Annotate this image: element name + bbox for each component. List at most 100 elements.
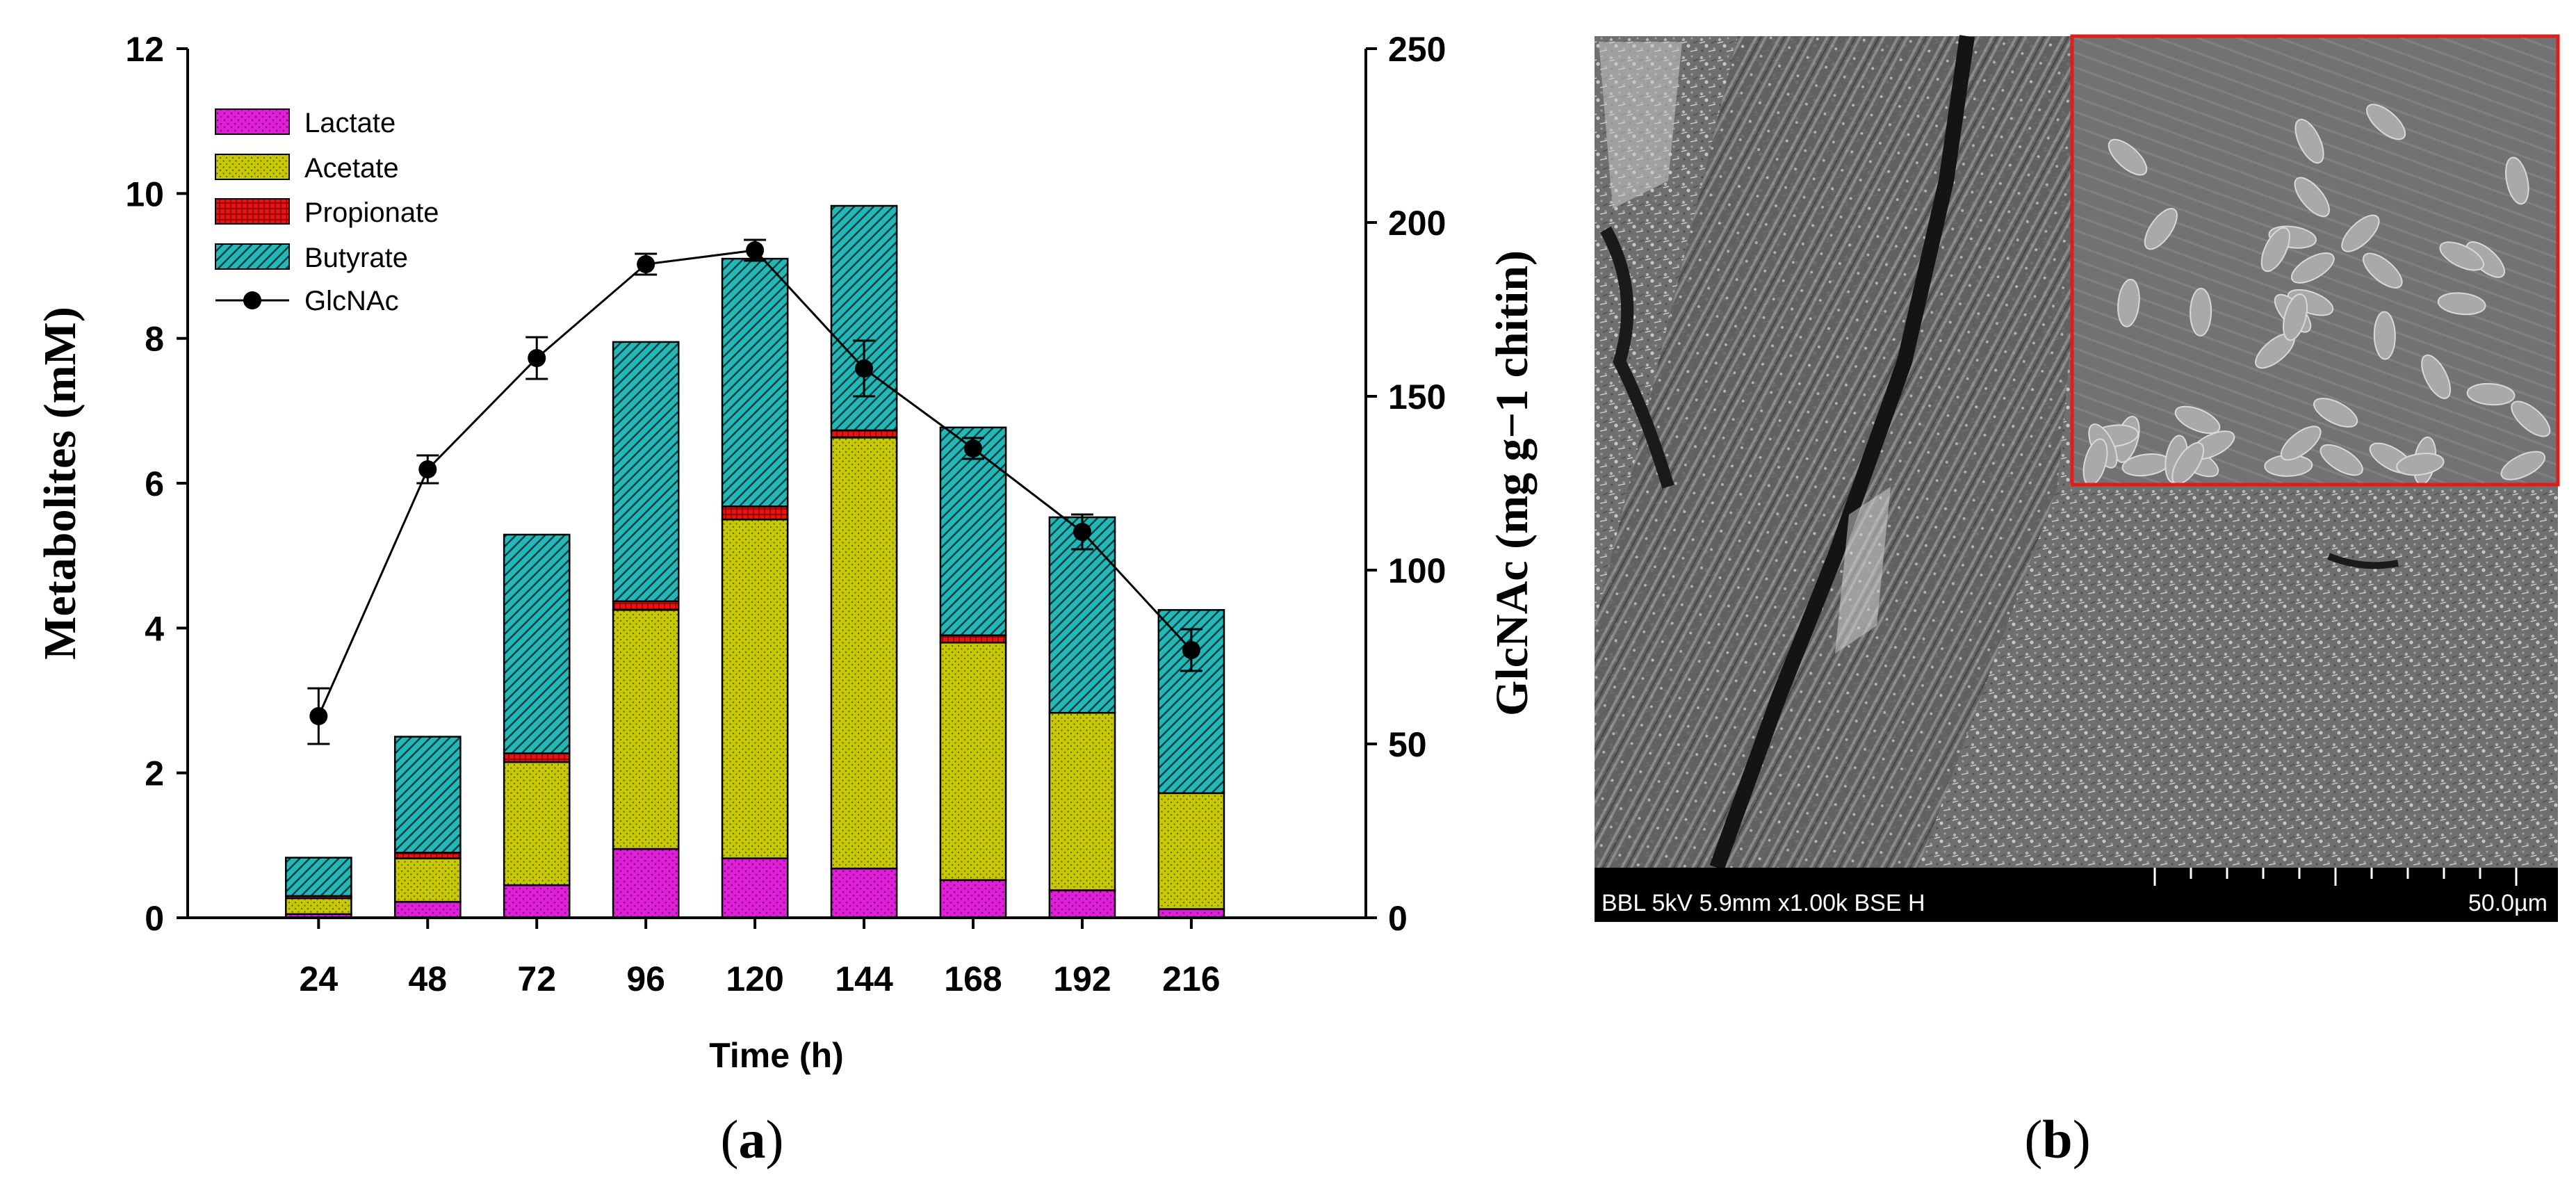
sem-bright-patch [1599,42,1682,209]
bacterium-cell [2421,354,2452,399]
glcnac-point [309,707,328,725]
legend-label-butyrate: Butyrate [304,243,408,273]
left-tick-label: 12 [125,30,164,69]
panel-a-open: ( [721,1109,739,1169]
bar-segment-acetate [612,609,680,850]
x-tick-label: 72 [517,959,556,998]
right-tick-label: 250 [1388,30,1446,69]
right-tick-label: 100 [1388,551,1446,590]
sem-fiber-region [1595,36,2099,868]
right-axis-ticks: 0 50 100 150 200 250 [1366,30,1446,938]
bar-segment-butyrate [1157,609,1225,795]
left-tick-label: 8 [145,320,164,359]
bar-segment-acetate [285,897,352,916]
bar-segment-propionate [721,505,789,521]
left-tick-label: 0 [145,899,164,938]
x-tick-label: 144 [835,959,893,998]
sem-scale-text: 50.0µm [2468,890,2548,916]
legend: Lactate Acetate Propionate Butyrate GlcN… [215,108,439,316]
x-tick-label: 168 [944,959,1002,998]
legend-swatch-acetate [215,154,290,180]
legend-label-acetate: Acetate [304,153,399,184]
sem-micrograph: BBL 5kV 5.9mm x1.00k BSE H 50.0µm (b) [1595,34,2560,1169]
x-tick-label: 192 [1053,959,1111,998]
bar-segment-lactate [939,879,1007,919]
x-tick-label: 216 [1162,959,1220,998]
bacterium-cell [2500,451,2546,480]
bar-segment-propionate [939,634,1007,644]
glcnac-point [1073,523,1091,541]
bacterium-cell [2108,138,2148,176]
bacterium-cell [2313,398,2358,428]
sem-crack [1709,35,1975,870]
bacterium-cell [2505,156,2529,205]
sem-crack-small [2327,553,2399,569]
legend-marker-glcnac [243,291,261,309]
bacteria-cells [2082,104,2551,486]
sem-info-text: BBL 5kV 5.9mm x1.00k BSE H [1601,890,1925,916]
bar-segment-lactate [393,900,462,919]
sem-inset-frame [2070,34,2560,487]
panel-b-letter: b [2042,1109,2072,1169]
panel-label-a: (a) [721,1109,784,1169]
bacterium-cell [2280,426,2322,461]
bar-segment-butyrate [393,736,462,854]
bacterium-cell [2117,278,2140,327]
bacterium-cell [2283,293,2308,341]
bacterium-cell [2366,104,2406,140]
glcnac-point [855,359,874,378]
sem-bright-patch [1835,487,1891,654]
bacterium-cell [2363,252,2403,289]
bar-segment-butyrate [939,426,1007,637]
glcnac-point [637,255,655,273]
bacterium-cell [2260,227,2290,273]
bar-segment-acetate [721,518,789,859]
bar-segment-propionate [503,752,571,763]
bacterium-cell [2294,177,2330,218]
bacterium-cell [2437,292,2486,316]
bar-segment-butyrate [503,533,571,754]
x-tick-label: 24 [300,959,339,998]
sem-crack-small [1600,226,1674,489]
sem-info-bar [1595,868,2558,922]
legend-label-glcnac: GlcNAc [304,286,399,316]
bar-segment-acetate [830,437,898,870]
glcnac-point [418,460,437,478]
panel-b-open: ( [2024,1109,2042,1169]
x-tick-label: 48 [408,959,447,998]
bar-segment-butyrate [612,341,680,603]
bacterium-cell [2373,311,2396,360]
bar-segment-lactate [721,857,789,919]
panel-label-b: (b) [2024,1109,2090,1169]
bacterium-cell [2466,382,2516,406]
bar-segment-acetate [939,641,1007,882]
bacterium-cell [2174,405,2221,435]
x-tick-label: 96 [626,959,665,998]
bacterium-cell [2320,444,2363,476]
bar-segment-acetate [1157,792,1225,910]
bar-segment-lactate [830,867,898,919]
legend-label-lactate: Lactate [304,108,396,138]
legend-label-propionate: Propionate [304,197,439,228]
glcnac-line-series [307,238,1203,745]
left-tick-label: 2 [145,754,164,793]
panel-b-close: ) [2073,1109,2091,1169]
legend-swatch-lactate [215,108,290,135]
x-tick-label: 120 [726,959,783,998]
x-axis-ticks: 24 48 72 96 120 144 168 192 216 [300,918,1221,998]
bar-segment-butyrate [285,857,352,897]
panel-a-close: ) [766,1109,784,1169]
glcnac-point [964,439,982,457]
bacterium-cell [2190,287,2212,337]
left-tick-label: 6 [145,464,164,503]
left-tick-label: 10 [125,175,164,213]
bar-segment-acetate [503,761,571,886]
bacterium-cell [2290,252,2335,284]
bacterium-cell [2294,118,2324,164]
sem-inset [2070,34,2560,487]
scale-bar-ticks [2153,868,2518,886]
legend-swatch-butyrate [215,243,290,270]
bar-segment-butyrate [721,257,789,508]
glcnac-point [746,241,765,259]
